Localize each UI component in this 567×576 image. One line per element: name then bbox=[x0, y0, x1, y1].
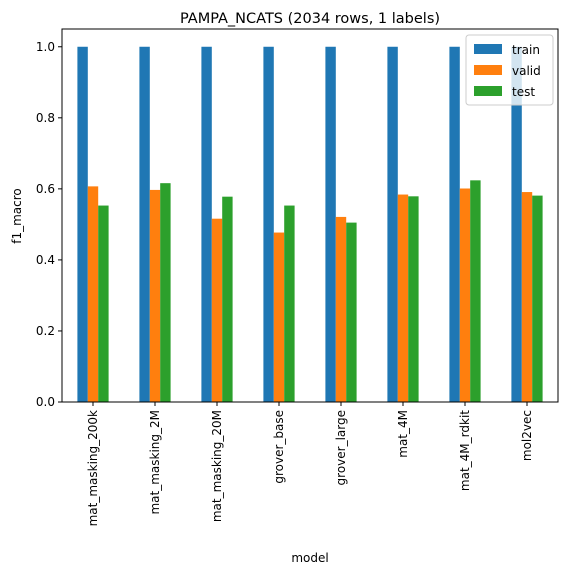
x-tick-label: mat_masking_200k bbox=[86, 410, 100, 526]
bar-valid-grover_large bbox=[335, 216, 347, 402]
bars-layer bbox=[77, 46, 543, 403]
bar-test-mat_masking_200k bbox=[98, 205, 109, 402]
chart-title: PAMPA_NCATS (2034 rows, 1 labels) bbox=[180, 11, 440, 27]
bar-valid-mat_masking_200k bbox=[87, 186, 99, 402]
x-tick-label: mat_masking_2M bbox=[148, 410, 162, 515]
bar-test-mat_masking_20M bbox=[222, 196, 233, 402]
legend-label-valid: valid bbox=[512, 64, 541, 78]
bar-test-grover_base bbox=[284, 205, 295, 402]
bar-train-grover_base bbox=[263, 46, 274, 403]
bar-valid-mat_masking_2M bbox=[149, 189, 161, 402]
bar-train-mat_masking_2M bbox=[139, 46, 150, 403]
legend-swatch-valid bbox=[474, 65, 502, 75]
y-axis-label: f1_macro bbox=[10, 188, 24, 244]
legend-label-train: train bbox=[512, 43, 540, 57]
y-tick-label: 0.6 bbox=[36, 182, 55, 196]
plot-frame bbox=[61, 28, 559, 403]
bar-test-grover_large bbox=[346, 222, 357, 402]
y-tick-label: 1.0 bbox=[36, 40, 55, 54]
bar-test-mol2vec bbox=[532, 195, 543, 402]
x-tick-label: mat_4M_rdkit bbox=[458, 410, 472, 491]
y-tick-label: 0.4 bbox=[36, 253, 55, 267]
x-tick-label: mat_masking_20M bbox=[210, 410, 224, 522]
y-tick-label: 0.0 bbox=[36, 395, 55, 409]
bar-train-mat_masking_200k bbox=[77, 46, 88, 403]
x-tick-label: mat_4M bbox=[396, 410, 410, 458]
bar-valid-mat_masking_20M bbox=[211, 218, 223, 402]
bar-train-mat_4M bbox=[387, 46, 398, 403]
legend-swatch-test bbox=[474, 86, 502, 96]
y-tick-label: 0.8 bbox=[36, 111, 55, 125]
x-tick-label: mol2vec bbox=[520, 410, 534, 461]
legend-label-test: test bbox=[512, 85, 535, 99]
legend: train valid test bbox=[465, 34, 554, 106]
bar-valid-mol2vec bbox=[521, 192, 533, 402]
bar-valid-grover_base bbox=[273, 232, 285, 402]
bar-valid-mat_4M_rdkit bbox=[459, 188, 471, 402]
x-tick-label: grover_large bbox=[334, 410, 348, 485]
bar-train-grover_large bbox=[325, 46, 336, 403]
bar-valid-mat_4M bbox=[397, 194, 409, 402]
bar-test-mat_masking_2M bbox=[160, 183, 171, 402]
x-tick-label: grover_base bbox=[272, 410, 286, 484]
y-tick-label: 0.2 bbox=[36, 324, 55, 338]
legend-swatch-train bbox=[474, 44, 502, 54]
bar-test-mat_4M_rdkit bbox=[470, 180, 481, 402]
bar-test-mat_4M bbox=[408, 196, 419, 402]
bar-train-mat_4M_rdkit bbox=[449, 46, 460, 403]
y-axis: 0.0 0.2 0.4 0.6 0.8 1.0 bbox=[36, 40, 62, 409]
x-axis-label: model bbox=[291, 551, 328, 565]
bar-train-mat_masking_20M bbox=[201, 46, 212, 403]
x-axis: mat_masking_200k mat_masking_2M mat_maskin… bbox=[86, 402, 534, 526]
bar-train-mol2vec bbox=[511, 46, 522, 403]
